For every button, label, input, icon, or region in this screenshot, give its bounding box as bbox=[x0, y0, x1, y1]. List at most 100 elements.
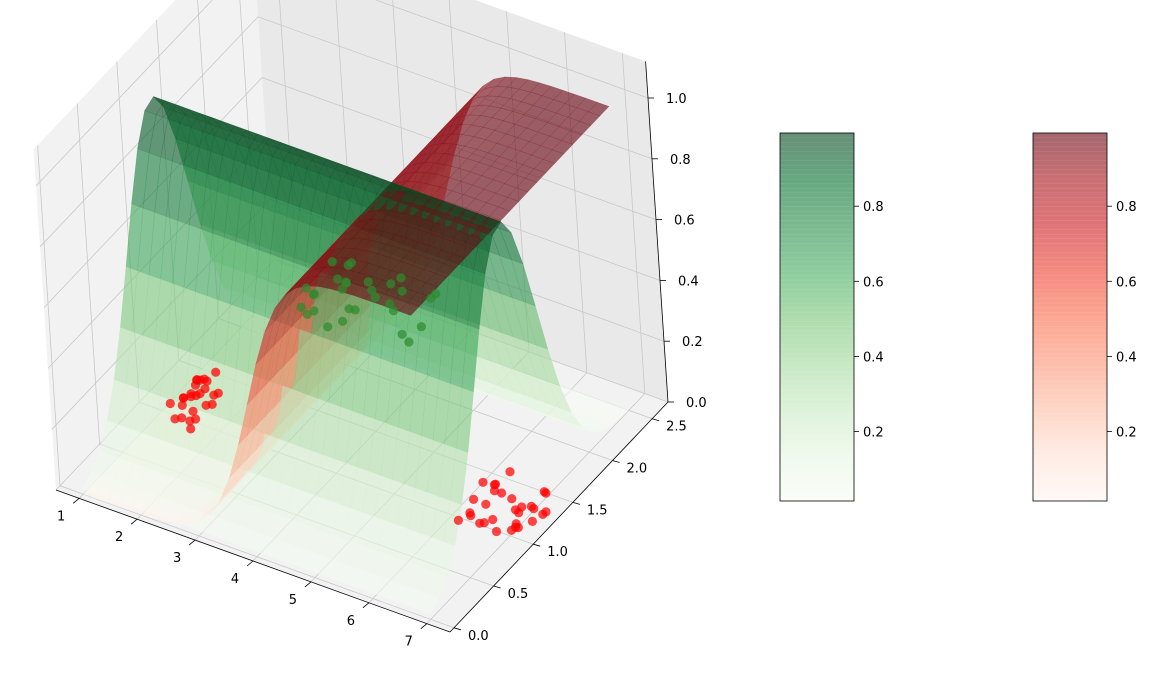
x-tick bbox=[246, 560, 254, 567]
x-tick-label: 4 bbox=[231, 572, 239, 587]
green-surface-patch bbox=[418, 593, 440, 615]
scatter-point bbox=[386, 279, 396, 289]
scatter-point bbox=[201, 400, 211, 410]
scatter-point bbox=[426, 293, 436, 303]
scatter-point bbox=[539, 487, 549, 497]
scatter-point bbox=[507, 494, 517, 504]
colorbar-tick-label: 0.8 bbox=[863, 200, 884, 215]
scatter-point bbox=[453, 515, 463, 526]
colorbar-tick-label: 0.4 bbox=[1116, 350, 1137, 365]
scatter-point bbox=[416, 322, 426, 332]
scatter-point bbox=[301, 283, 311, 293]
green-surface-patch bbox=[511, 259, 536, 307]
green-surface-patch bbox=[535, 344, 561, 387]
scatter-point bbox=[192, 375, 202, 385]
scatter-point bbox=[209, 390, 219, 400]
colorbar-fill bbox=[780, 133, 854, 501]
y-tick-label: 0.5 bbox=[508, 587, 529, 602]
scatter-point bbox=[479, 518, 489, 528]
scatter-point bbox=[517, 502, 527, 512]
scatter-point bbox=[186, 424, 196, 434]
y-tick bbox=[652, 418, 660, 422]
x-tick-label: 5 bbox=[289, 593, 297, 608]
scatter-point bbox=[469, 494, 479, 504]
colorbar-tick-label: 0.2 bbox=[1116, 426, 1137, 441]
scatter-point bbox=[308, 290, 319, 300]
scatter-point bbox=[404, 337, 414, 347]
scatter-point bbox=[363, 277, 373, 287]
x-tick bbox=[304, 581, 312, 588]
green-surface-patch bbox=[580, 427, 602, 433]
scatter-point bbox=[211, 367, 221, 377]
axes: 1 2 3 4 5 6 7 0.0 0.5 1.0 1.5 2.0 2.5 0.0 0.2 0.4 0.6 0.8… bbox=[55, 61, 707, 650]
y-tick bbox=[572, 501, 580, 505]
scatter-point bbox=[185, 416, 195, 426]
scatter-point bbox=[370, 293, 380, 303]
colorbar-tick-label: 0.6 bbox=[1116, 275, 1137, 290]
green-surface-patch bbox=[523, 301, 549, 350]
scatter-point bbox=[323, 322, 333, 332]
green-surface-patch bbox=[499, 228, 524, 265]
green-surface-patch bbox=[435, 541, 456, 577]
scatter-point bbox=[367, 285, 377, 295]
x-tick bbox=[72, 498, 80, 504]
scatter-point bbox=[388, 306, 399, 316]
red-surface-patch bbox=[588, 102, 610, 117]
x-tick-label: 2 bbox=[115, 530, 123, 545]
colorbar-frame bbox=[779, 132, 855, 502]
y-tick-label: 2.0 bbox=[627, 462, 648, 477]
scatter-point bbox=[341, 278, 352, 288]
x-tick bbox=[188, 539, 196, 546]
scatter-point bbox=[478, 477, 488, 487]
grid-line-z bbox=[35, 0, 649, 187]
colorbar-greens: 0.2 0.4 0.6 0.8 bbox=[779, 132, 884, 502]
z-tick-label: 0.6 bbox=[674, 214, 695, 229]
y-tick bbox=[493, 585, 501, 589]
scatter-points bbox=[165, 257, 551, 537]
y-tick bbox=[453, 627, 462, 631]
scatter-point bbox=[497, 488, 507, 498]
scatter-point bbox=[397, 286, 407, 296]
z-tick-label: 0.4 bbox=[678, 274, 699, 289]
x-tick-label: 7 bbox=[405, 635, 413, 650]
x-tick-label: 6 bbox=[347, 614, 355, 629]
z-tick-label: 0.8 bbox=[670, 153, 691, 168]
scatter-point bbox=[165, 398, 175, 409]
y-tick bbox=[612, 460, 620, 463]
green-surface-patch bbox=[589, 421, 612, 432]
z-tick-label: 0.2 bbox=[682, 335, 703, 350]
red-surface-patch bbox=[561, 130, 583, 145]
colorbar-tick-label: 0.4 bbox=[863, 350, 884, 365]
y-axis-line bbox=[449, 401, 669, 633]
colorbar-tick-label: 0.2 bbox=[863, 426, 884, 441]
scatter-point bbox=[397, 329, 407, 339]
colorbar-tick-label: 0.8 bbox=[1116, 200, 1137, 215]
y-tick-label: 2.5 bbox=[666, 420, 687, 435]
colorbar-reds: 0.2 0.4 0.6 0.8 bbox=[1032, 132, 1137, 502]
scatter-point bbox=[343, 260, 353, 270]
scatter-point bbox=[178, 393, 189, 403]
x-tick-label: 3 bbox=[173, 551, 181, 566]
scatter-point bbox=[177, 413, 187, 423]
scatter-point bbox=[505, 467, 515, 477]
y-tick-label: 0.0 bbox=[468, 629, 489, 644]
scatter-point bbox=[338, 316, 348, 326]
colorbar-fill bbox=[1033, 133, 1107, 501]
green-surface-patch bbox=[442, 500, 463, 546]
y-tick bbox=[533, 543, 541, 547]
scatter-point bbox=[491, 526, 502, 537]
scatter-point bbox=[186, 392, 196, 402]
scatter-point bbox=[488, 514, 498, 525]
z-tick-label: 1.0 bbox=[666, 92, 687, 107]
y-tick-label: 1.0 bbox=[547, 545, 568, 560]
scatter-point bbox=[396, 273, 406, 283]
scatter-point bbox=[296, 302, 306, 312]
red-surface-patch bbox=[570, 121, 592, 136]
x-tick-label: 1 bbox=[57, 509, 65, 524]
red-surface-patch bbox=[579, 111, 601, 126]
x-tick bbox=[130, 518, 138, 525]
green-surface-patch bbox=[570, 422, 592, 433]
scatter-point bbox=[333, 274, 343, 284]
surface-3d-plot: 1 2 3 4 5 6 7 0.0 0.5 1.0 1.5 2.0 2.5 0.0 0.2 0.4 0.6 0.8… bbox=[33, 0, 707, 650]
